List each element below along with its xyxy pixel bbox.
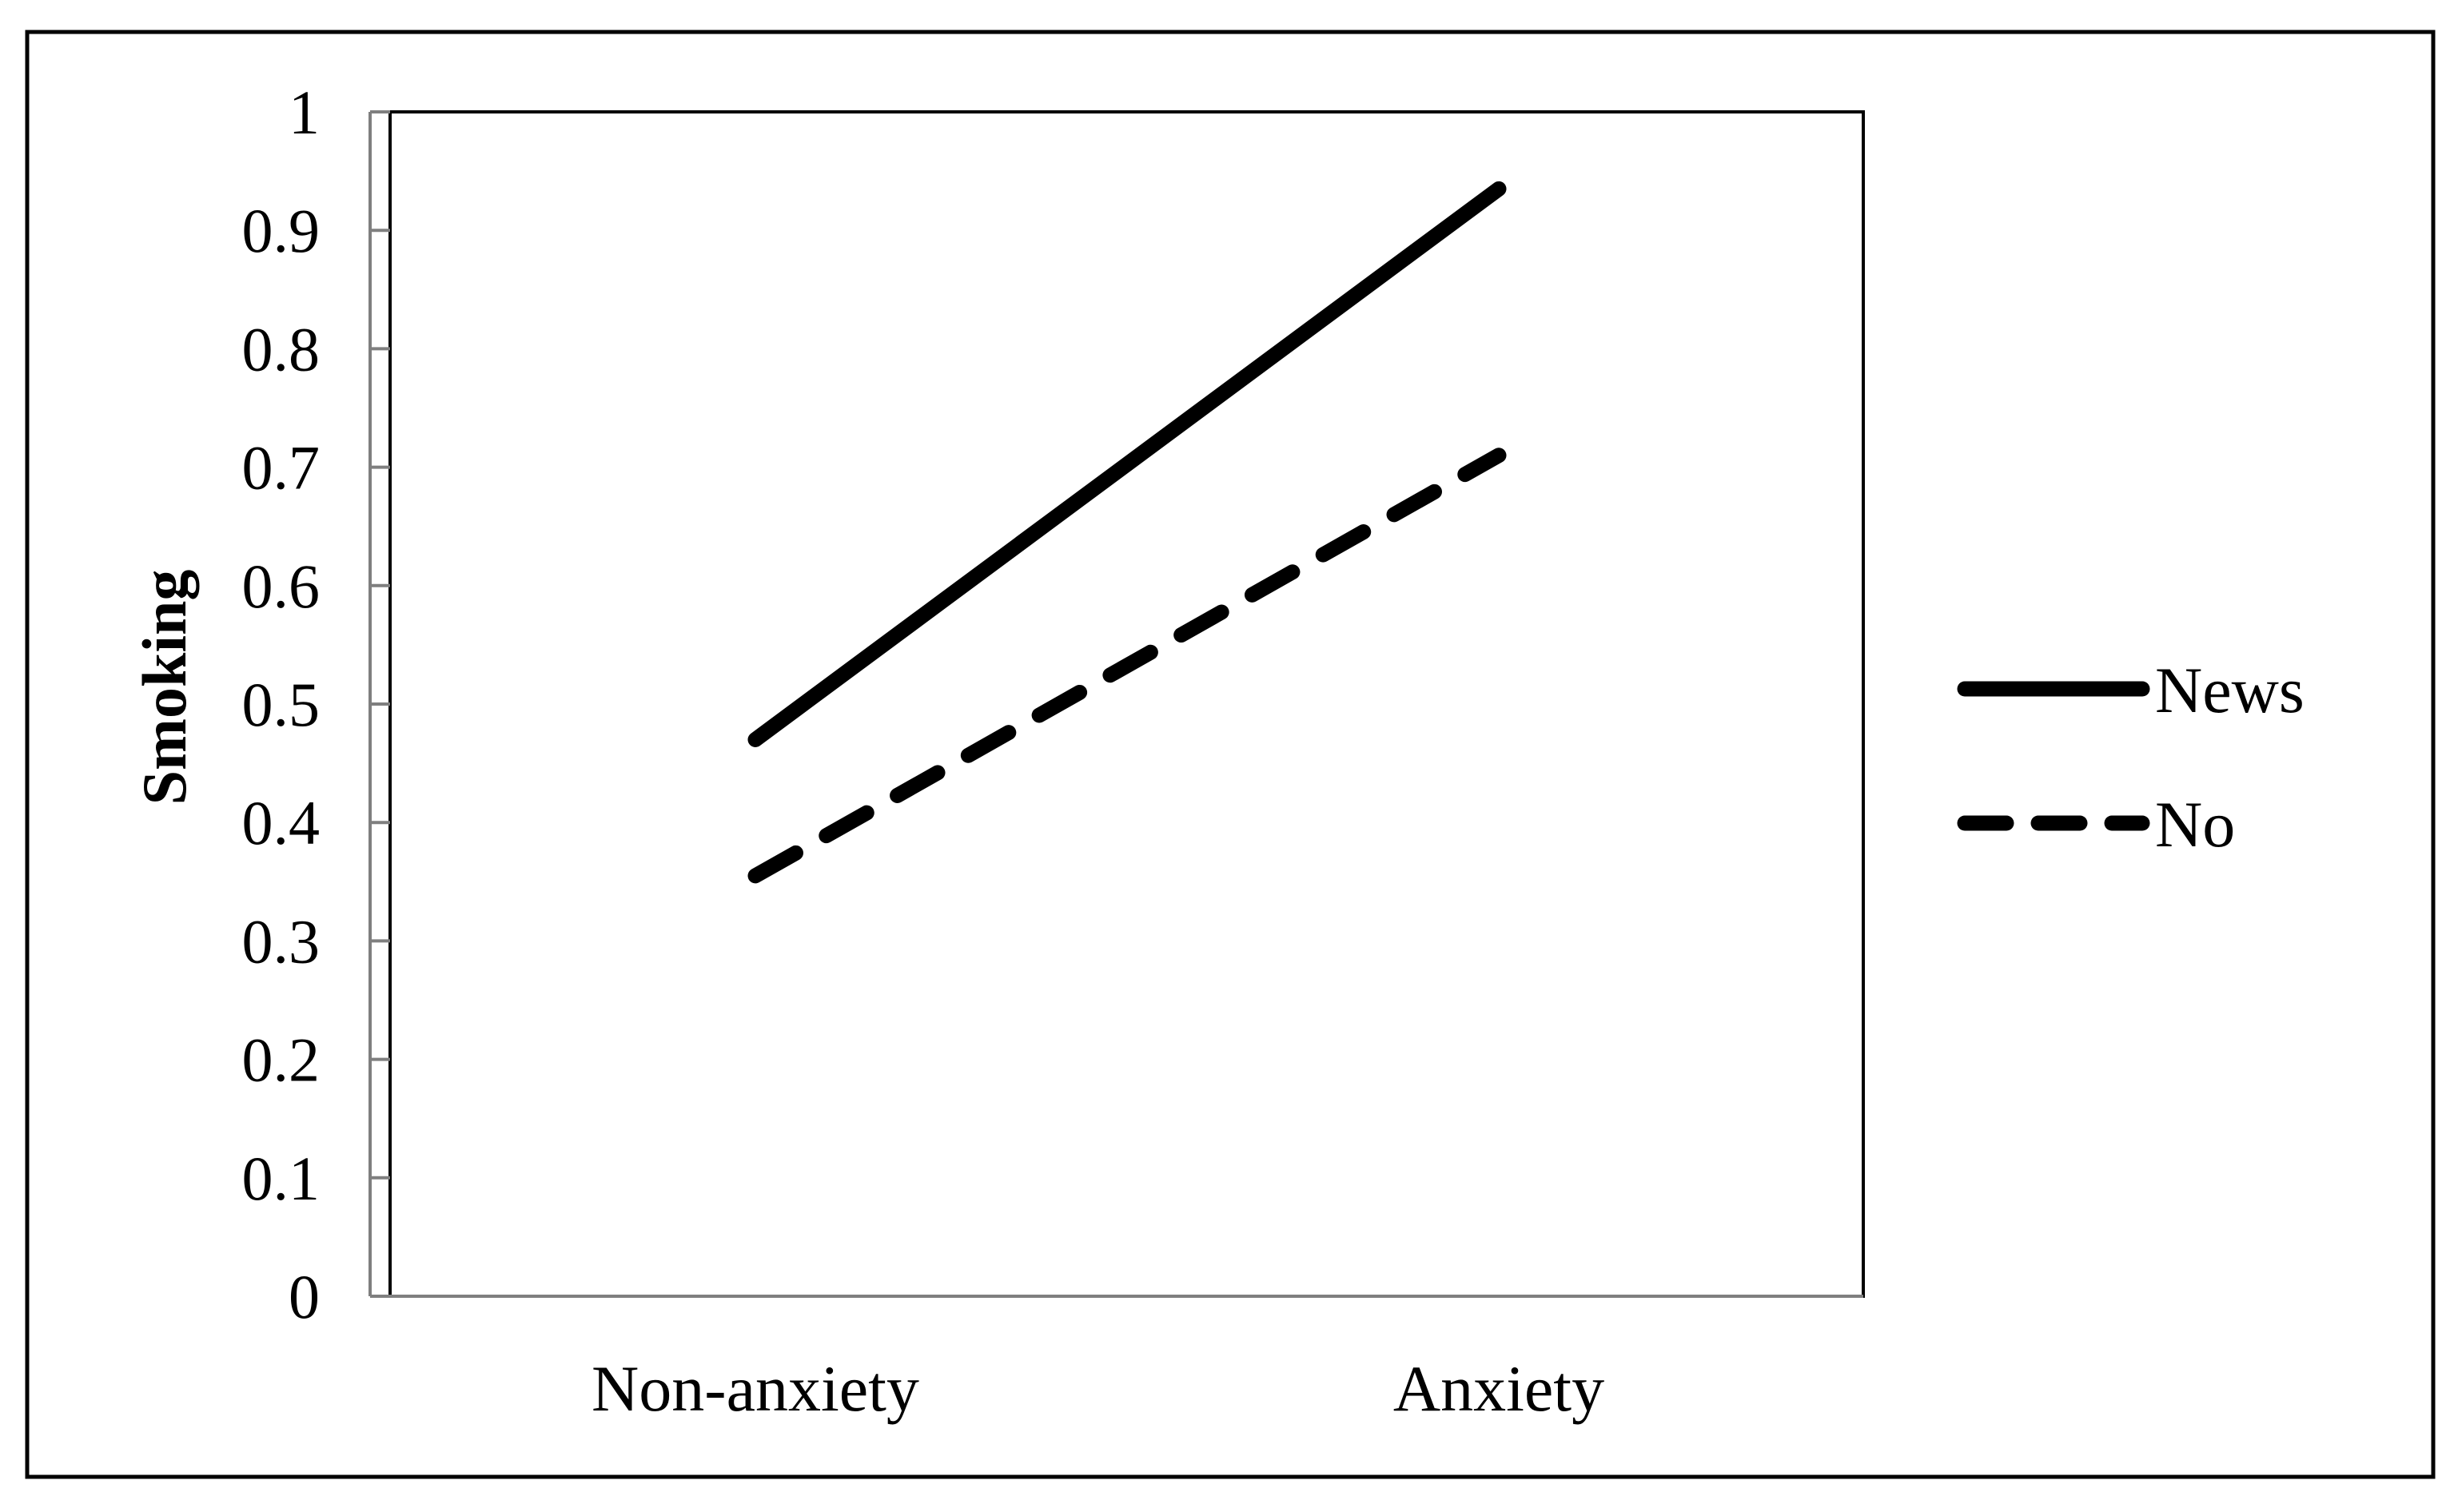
y-axis: 0 0.1 0.2 0.3 0.4 0.5 0.6 0.7 0.8 0.9 1 bbox=[242, 78, 390, 1331]
plot-area bbox=[388, 110, 1865, 1298]
y-tick-label: 1 bbox=[289, 78, 320, 147]
y-tick-label: 0.7 bbox=[242, 433, 321, 503]
legend-label-no: No bbox=[2155, 788, 2235, 861]
series-layer bbox=[747, 181, 1507, 884]
y-tick-label: 0.8 bbox=[242, 314, 321, 384]
y-tick-label: 0.1 bbox=[242, 1144, 321, 1213]
x-tick-label: Anxiety bbox=[1393, 1352, 1604, 1425]
series-line-news bbox=[747, 181, 1507, 747]
y-tick-label: 0.4 bbox=[242, 788, 321, 857]
x-axis: Non-anxiety Anxiety bbox=[370, 1295, 1863, 1425]
y-tick-label: 0.5 bbox=[242, 670, 321, 739]
legend-label-news: News bbox=[2155, 654, 2305, 726]
y-tick-label: 0.6 bbox=[242, 551, 321, 621]
y-tick-label: 0.3 bbox=[242, 906, 321, 976]
y-tick-label: 0.9 bbox=[242, 196, 321, 265]
y-axis-title: Smoking bbox=[129, 570, 199, 806]
y-tick-label: 0.2 bbox=[242, 1025, 321, 1095]
series-line-no bbox=[747, 448, 1507, 884]
x-tick-label: Non-anxiety bbox=[592, 1352, 919, 1425]
y-tick-label: 0 bbox=[289, 1262, 320, 1331]
legend: News No bbox=[1957, 654, 2305, 861]
